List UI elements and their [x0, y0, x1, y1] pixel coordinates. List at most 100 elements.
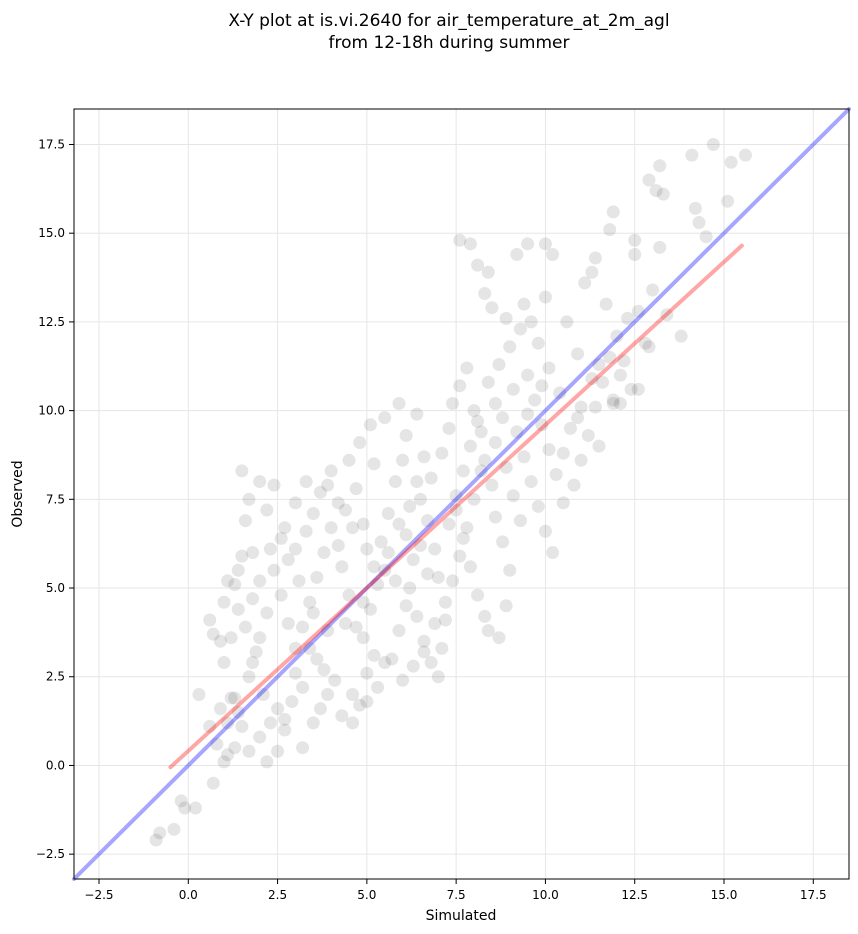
- x-tick-label-8: 17.5: [800, 888, 827, 902]
- data-point-91: [463, 560, 477, 574]
- data-point-115: [574, 453, 588, 467]
- data-point-216: [260, 606, 274, 620]
- data-point-24: [260, 503, 274, 517]
- data-point-104: [481, 375, 495, 389]
- data-point-164: [721, 194, 735, 208]
- y-tick-label-2: 2.5: [46, 670, 65, 684]
- data-point-233: [313, 702, 327, 716]
- data-point-13: [203, 613, 217, 627]
- data-point-16: [217, 595, 231, 609]
- data-point-235: [335, 709, 349, 723]
- data-point-131: [517, 297, 531, 311]
- data-point-6: [206, 776, 220, 790]
- data-point-116: [581, 428, 595, 442]
- data-point-221: [224, 631, 238, 645]
- data-point-254: [235, 549, 249, 563]
- data-point-251: [263, 542, 277, 556]
- data-point-136: [453, 233, 467, 247]
- y-tick-label-6: 12.5: [38, 315, 65, 329]
- data-point-247: [306, 507, 320, 521]
- data-point-90: [456, 531, 470, 545]
- data-point-153: [628, 233, 642, 247]
- data-point-113: [556, 496, 570, 510]
- data-point-18: [231, 563, 245, 577]
- series-line-0: [72, 107, 851, 881]
- data-point-159: [653, 159, 667, 173]
- y-tick-label-8: 17.5: [38, 137, 65, 151]
- data-point-84: [435, 446, 449, 460]
- data-point-80: [428, 542, 442, 556]
- data-point-107: [513, 322, 527, 336]
- chart-title-line-2: from 12-18h during summer: [329, 33, 570, 53]
- data-point-86: [446, 397, 460, 411]
- data-point-81: [421, 514, 435, 528]
- data-point-1: [153, 826, 167, 840]
- chart-title-line-1: X-Y plot at is.vi.2640 for air_temperatu…: [228, 11, 669, 31]
- data-point-130: [538, 290, 552, 304]
- data-point-150: [646, 283, 660, 297]
- data-point-23: [238, 514, 252, 528]
- data-point-228: [253, 730, 267, 744]
- data-point-275: [563, 421, 577, 435]
- data-point-165: [688, 201, 702, 215]
- data-point-212: [288, 641, 302, 655]
- data-point-112: [549, 467, 563, 481]
- data-point-32: [271, 702, 285, 716]
- data-point-253: [246, 592, 260, 606]
- data-point-119: [603, 350, 617, 364]
- data-point-103: [467, 404, 481, 418]
- data-point-93: [478, 609, 492, 623]
- data-point-67: [367, 457, 381, 471]
- series-line-1: [168, 243, 744, 770]
- data-point-118: [596, 375, 610, 389]
- data-point-109: [528, 393, 542, 407]
- data-point-70: [399, 528, 413, 542]
- data-point-117: [588, 400, 602, 414]
- x-tick-label-3: 5.0: [357, 888, 376, 902]
- data-point-59: [356, 631, 370, 645]
- data-point-106: [503, 340, 517, 354]
- data-point-237: [360, 695, 374, 709]
- data-point-248: [299, 524, 313, 538]
- data-point-77: [435, 641, 449, 655]
- data-point-257: [413, 538, 427, 552]
- data-point-44: [281, 553, 295, 567]
- data-point-241: [356, 595, 370, 609]
- data-point-223: [213, 702, 227, 716]
- data-point-35: [288, 666, 302, 680]
- data-point-49: [324, 464, 338, 478]
- data-point-38: [303, 641, 317, 655]
- data-point-195: [392, 517, 406, 531]
- data-point-57: [360, 666, 374, 680]
- data-point-230: [271, 744, 285, 758]
- data-point-227: [242, 744, 256, 758]
- data-point-173: [613, 397, 627, 411]
- data-points: [149, 137, 752, 847]
- plot-frame: [73, 108, 850, 880]
- data-point-156: [642, 173, 656, 187]
- data-point-7: [192, 687, 206, 701]
- data-point-258: [442, 517, 456, 531]
- data-point-89: [449, 503, 463, 517]
- data-point-74: [417, 634, 431, 648]
- data-point-245: [338, 503, 352, 517]
- data-point-239: [378, 656, 392, 670]
- data-point-68: [349, 482, 363, 496]
- data-point-128: [531, 336, 545, 350]
- y-tick-label-3: 5.0: [46, 581, 65, 595]
- data-point-96: [499, 599, 513, 613]
- data-point-194: [381, 546, 395, 560]
- data-point-48: [313, 485, 327, 499]
- data-point-28: [242, 670, 256, 684]
- data-point-52: [342, 588, 356, 602]
- data-point-105: [492, 357, 506, 371]
- data-point-108: [521, 368, 535, 382]
- data-point-168: [674, 329, 688, 343]
- data-point-202: [378, 411, 392, 425]
- data-point-82: [413, 492, 427, 506]
- data-point-271: [506, 489, 520, 503]
- data-point-213: [281, 617, 295, 631]
- x-tick-label-7: 15.0: [711, 888, 738, 902]
- data-point-143: [578, 276, 592, 290]
- y-axis-ticks: −2.5 0.0 2.5 5.0 7.5 10.0 12.5 15.0 17.5: [36, 137, 74, 861]
